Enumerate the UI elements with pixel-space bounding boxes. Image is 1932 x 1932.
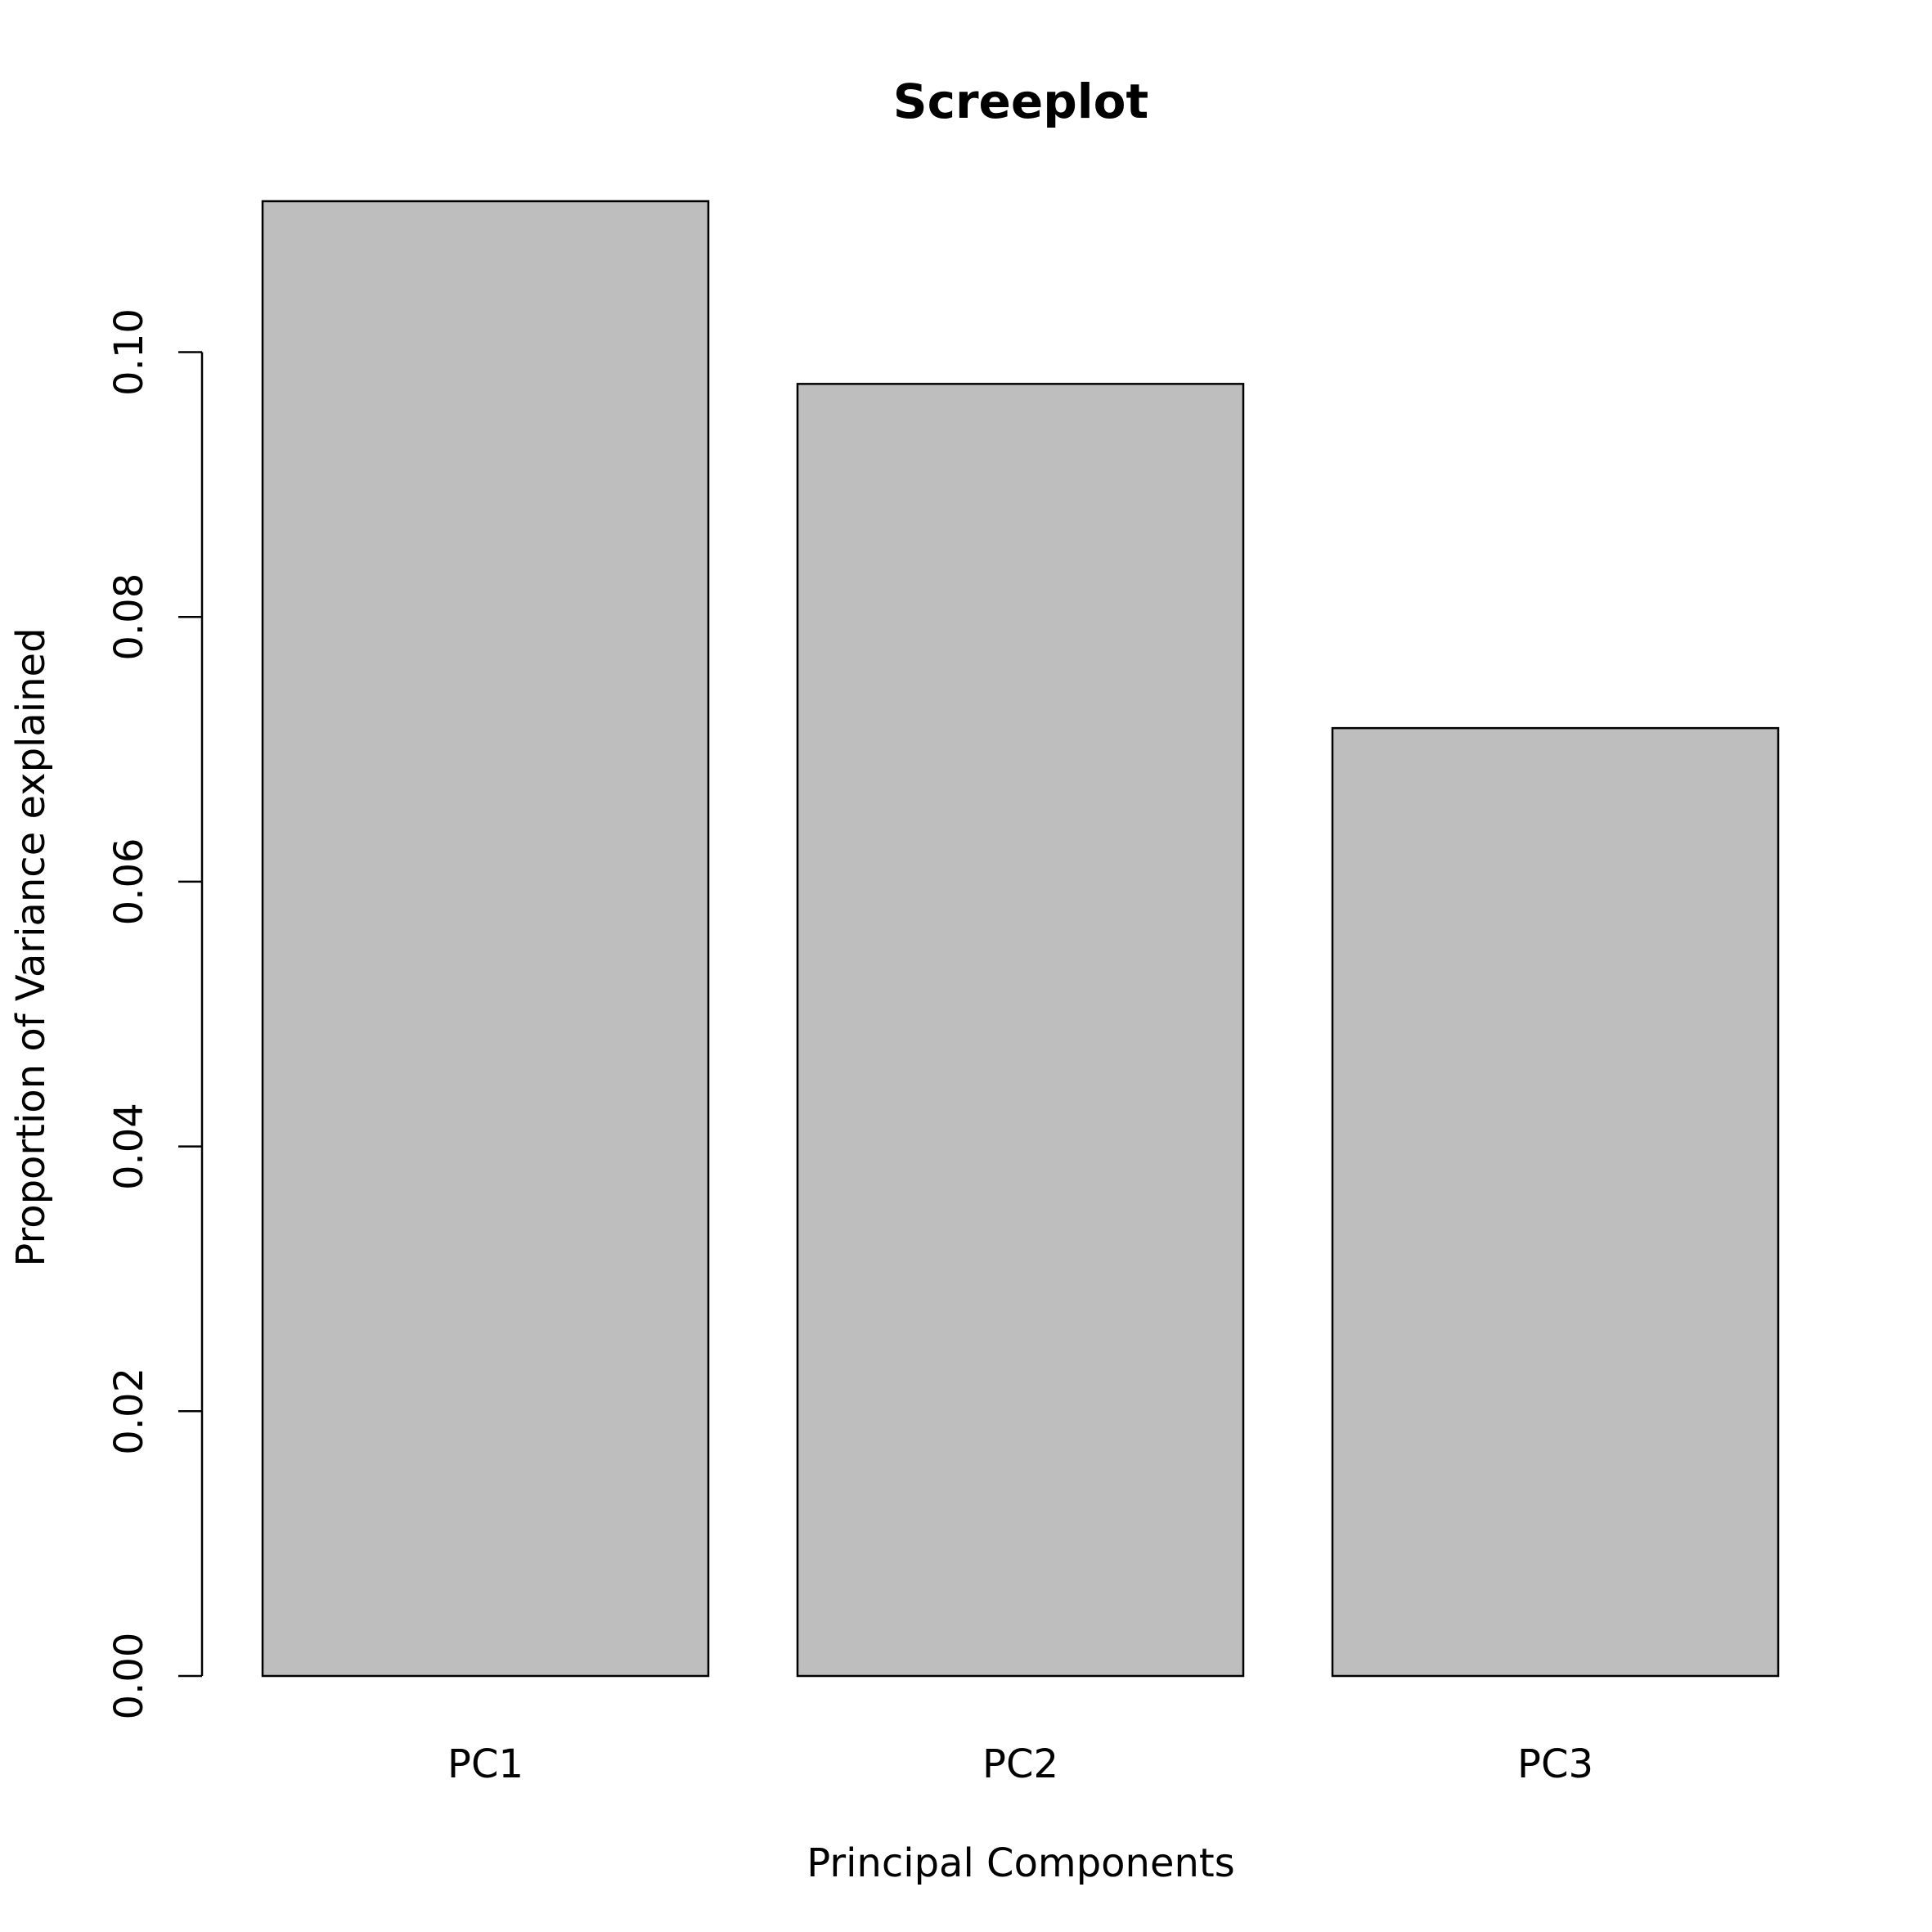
bar-pc1 — [261, 200, 710, 1678]
x-tick-label-pc3: PC3 — [1517, 1741, 1593, 1787]
bar-pc2 — [796, 383, 1245, 1678]
y-tick-label: 0.04 — [106, 1103, 152, 1190]
y-tick-label: 0.08 — [106, 573, 152, 661]
y-tick-label: 0.10 — [106, 308, 152, 396]
y-tick-label: 0.06 — [106, 838, 152, 925]
x-tick-label-pc1: PC1 — [447, 1741, 523, 1787]
x-tick-label-pc2: PC2 — [982, 1741, 1058, 1787]
x-axis-labels: PC1 PC2 PC3 — [447, 1741, 1593, 1787]
bar-pc3 — [1331, 726, 1780, 1678]
y-axis: 0.00 0.02 0.04 0.06 0.08 0.10 — [106, 308, 204, 1720]
chart-title: Screeplot — [893, 74, 1148, 129]
x-axis-label: Principal Components — [806, 1840, 1234, 1886]
y-tick-label: 0.02 — [106, 1368, 152, 1455]
bars-group — [261, 200, 1780, 1678]
y-tick-label: 0.00 — [106, 1633, 152, 1720]
y-axis-label: Proportion of Variance explained — [8, 627, 54, 1266]
